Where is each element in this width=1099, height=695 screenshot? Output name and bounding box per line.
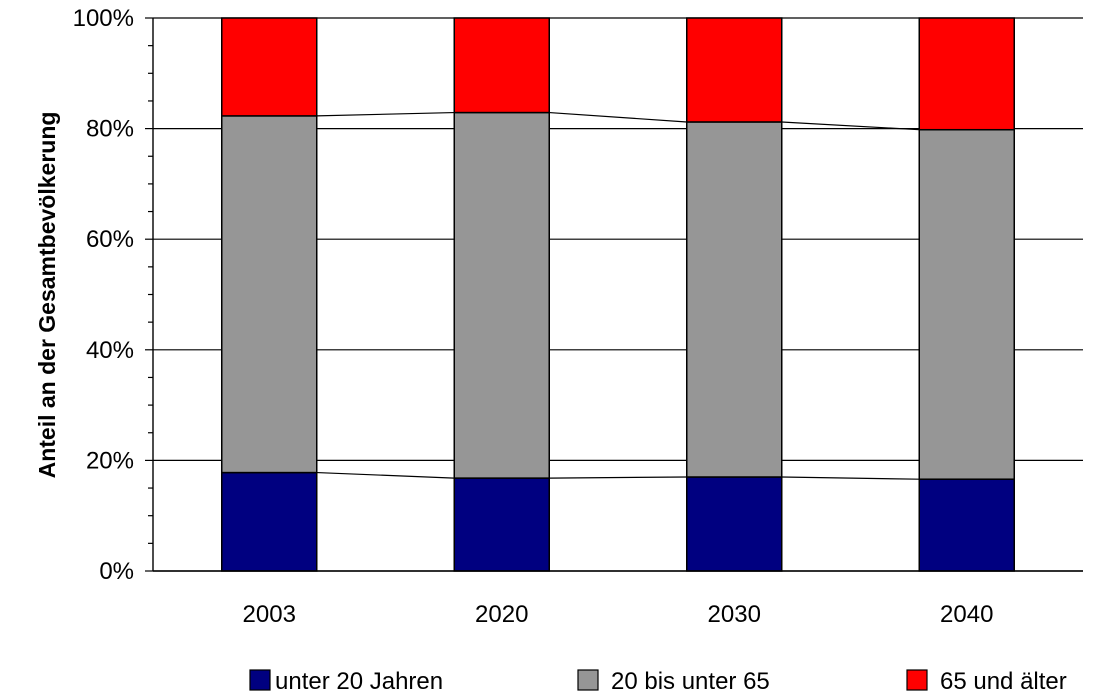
legend-entry: 65 und älter [940, 668, 1067, 695]
series-connector-line [549, 111, 687, 123]
series-connector-line [549, 476, 687, 479]
axes [145, 17, 1083, 572]
bar-segment-2003-2 [221, 115, 318, 474]
y-tick-label: 20% [86, 447, 134, 474]
y-tick-label: 0% [99, 558, 134, 585]
bar-segment-2030-1 [686, 476, 783, 572]
x-tick-labels: 2003 2020 2030 2040 [243, 601, 994, 628]
y-tick-labels: 0% 20% 40% 60% 80% 100% [73, 5, 134, 585]
legend-entry: 20 bis unter 65 [611, 668, 770, 695]
legend-swatch [906, 669, 928, 691]
series-connector-lines [316, 111, 920, 480]
bar-segment-2003-3 [221, 17, 318, 117]
x-tick-label: 2040 [940, 601, 993, 628]
legend-swatch [249, 669, 271, 691]
bar-segment-2020-3 [453, 17, 550, 114]
legend-entry: unter 20 Jahren [275, 668, 443, 695]
series-connector-line [316, 471, 455, 479]
series-connector-line [316, 111, 455, 117]
y-tick-label: 60% [86, 226, 134, 253]
bar-segment-2040-3 [918, 17, 1015, 131]
x-tick-label: 2030 [708, 601, 761, 628]
series-connector-line [781, 476, 920, 480]
y-tick-label: 40% [86, 337, 134, 364]
bars [221, 17, 1015, 572]
y-tick-label: 80% [86, 116, 134, 143]
x-tick-label: 2003 [243, 601, 296, 628]
legend-swatch [577, 669, 599, 691]
bar-segment-2020-1 [453, 477, 550, 572]
series-connector-line [781, 121, 920, 131]
legend: unter 20 Jahren 20 bis unter 65 65 und ält… [249, 668, 1067, 695]
bar-segment-2020-2 [453, 111, 550, 479]
bar-segment-2040-1 [918, 478, 1015, 572]
bar-segment-2030-2 [686, 121, 783, 478]
bar-segment-2040-2 [918, 128, 1015, 480]
bar-segment-2003-1 [221, 471, 318, 572]
bar-segment-2030-3 [686, 17, 783, 123]
x-tick-label: 2020 [475, 601, 528, 628]
y-axis-label: Anteil an der Gesamtbevölkerung [34, 112, 60, 479]
y-tick-label: 100% [73, 5, 134, 32]
